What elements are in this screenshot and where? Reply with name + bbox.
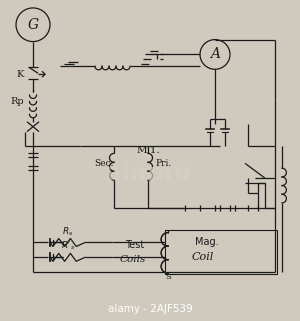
Text: S: S (165, 273, 171, 281)
Text: Mag.: Mag. (195, 238, 219, 247)
Text: A: A (210, 48, 220, 61)
Text: K: K (16, 70, 24, 79)
Text: alamu: alamu (105, 161, 191, 185)
Bar (165, 230, 277, 274)
Text: M.1.: M.1. (136, 146, 160, 155)
Text: Rp: Rp (11, 98, 24, 107)
Text: $R_s$: $R_s$ (62, 225, 74, 238)
Text: Pri.: Pri. (155, 159, 171, 168)
Text: alamy - 2AJF539: alamy - 2AJF539 (108, 304, 192, 314)
Text: Coil: Coil (192, 252, 214, 262)
Text: $R'_s$: $R'_s$ (61, 240, 75, 252)
Text: G: G (27, 18, 39, 32)
Text: Sec.: Sec. (94, 159, 114, 168)
Text: Coils: Coils (120, 255, 146, 264)
Text: Test: Test (125, 240, 144, 250)
